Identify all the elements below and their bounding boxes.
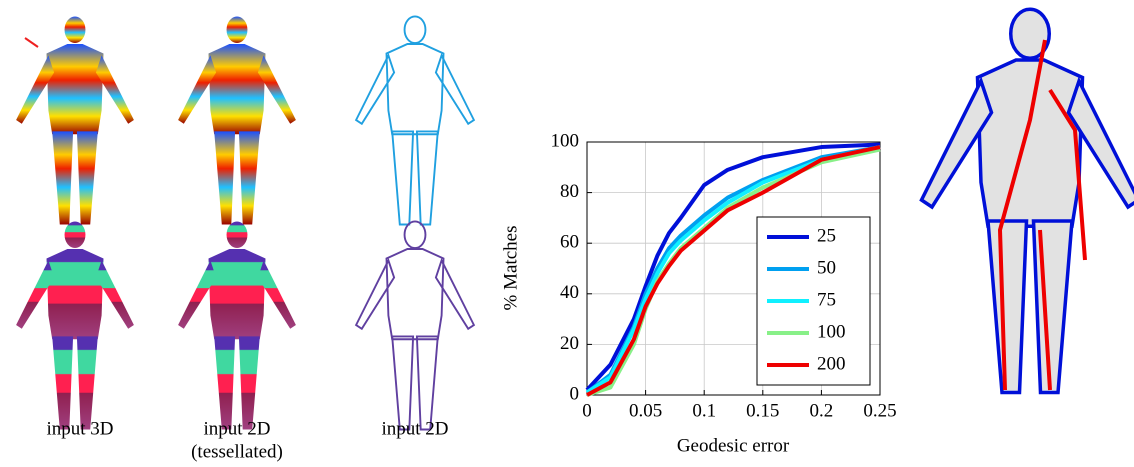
caption: (tessellated): [191, 441, 283, 462]
legend-label: 200: [817, 353, 846, 374]
x-tick-label: 0: [582, 400, 592, 421]
y-tick-label: 60: [560, 232, 579, 253]
y-tick-label: 0: [570, 383, 580, 404]
x-axis-label: Geodesic error: [677, 435, 790, 456]
x-tick-label: 0.25: [863, 400, 896, 421]
caption: input 3D: [46, 418, 113, 439]
plot-frame: [586, 141, 881, 396]
series-line: [586, 145, 881, 397]
mesh-images: [16, 7, 1134, 431]
x-tick-label: 0.2: [810, 400, 834, 421]
y-tick-label: 20: [560, 333, 579, 354]
x-tick-label: 0.05: [629, 400, 662, 421]
chart: Geodesic error % Matches 0 20 40 60 80 100 0 0.…: [500, 130, 896, 456]
x-tick-label: 0.15: [746, 400, 779, 421]
series-line: [585, 142, 881, 392]
legend-label: 100: [817, 321, 846, 342]
y-tick-label: 40: [560, 282, 579, 303]
y-tick-label: 100: [551, 130, 580, 151]
y-axis-label: % Matches: [500, 226, 521, 311]
legend-label: 75: [817, 289, 836, 310]
legend-label: 50: [817, 257, 836, 278]
x-tick-label: 0.1: [692, 400, 716, 421]
legend-label: 25: [817, 225, 836, 246]
caption: input 2D: [203, 418, 270, 439]
series-line: [585, 145, 881, 395]
caption: input 2D: [381, 418, 448, 439]
y-tick-label: 80: [560, 181, 579, 202]
